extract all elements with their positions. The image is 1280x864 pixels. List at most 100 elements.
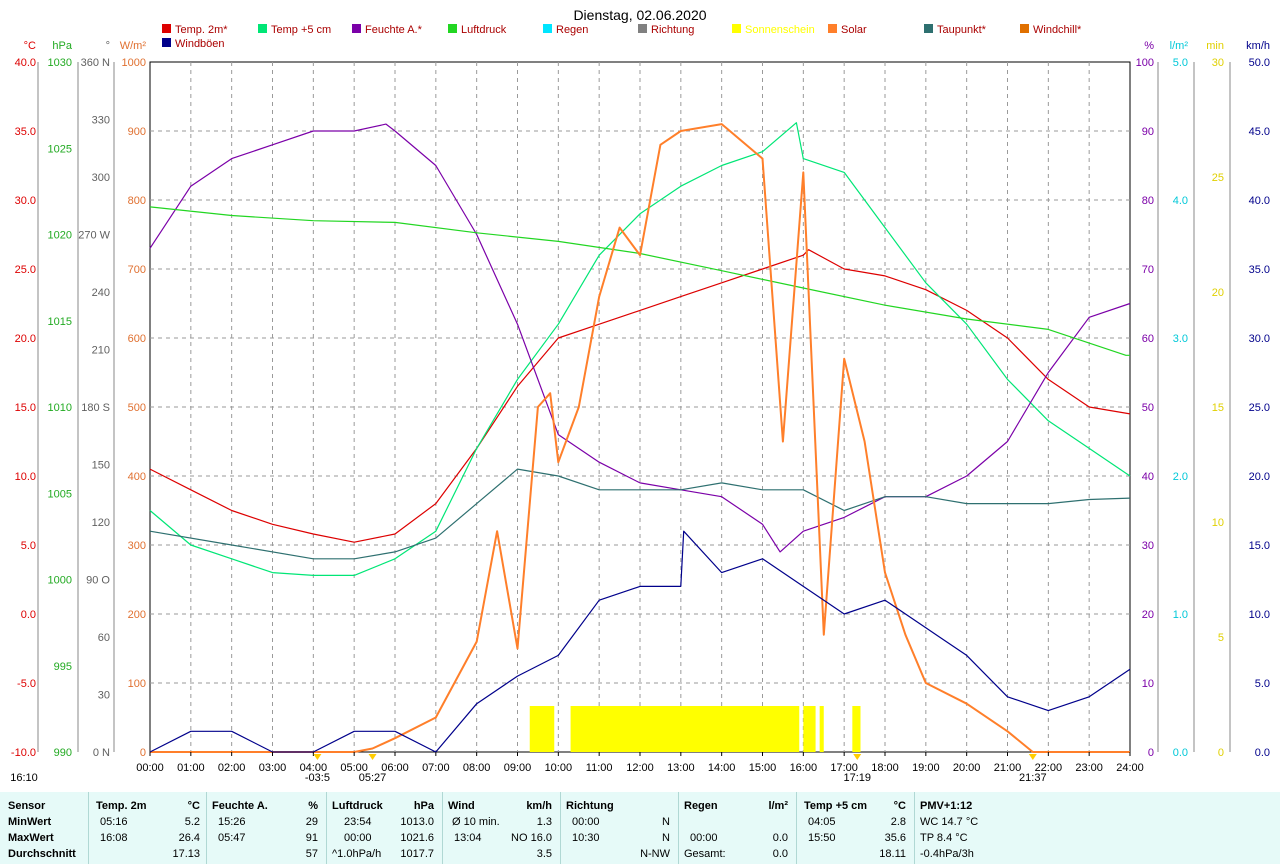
axis-tick-label: 25.0 (1249, 402, 1270, 414)
x-tick-label: 01:00 (177, 762, 205, 774)
axis-tick-label: 1.0 (1173, 609, 1188, 621)
statistics-table: Sensor Temp. 2m °C Feuchte A. % Luftdruc… (0, 792, 1280, 864)
axis-tick-label: 60 (1142, 333, 1154, 345)
axis-unit: °C (24, 40, 36, 52)
legend-swatch (448, 24, 457, 33)
axis-tick-label: 2.0 (1173, 471, 1188, 483)
legend-label: Windböen (175, 38, 225, 50)
x-tick-label: 19:00 (912, 762, 940, 774)
axis-tick-label: 400 (128, 471, 146, 483)
axis-tick-label: 800 (128, 195, 146, 207)
axis-tick-label: 35.0 (15, 126, 36, 138)
axis-tick-label: 40.0 (1249, 195, 1270, 207)
dir-max-time: 10:30 (572, 832, 600, 844)
axis-tick-label: 0 (1148, 747, 1154, 759)
t5-min-value: 2.8 (890, 816, 906, 828)
axis-tick-label: 360 N (81, 57, 110, 69)
wind-min-value: 1.3 (536, 816, 552, 828)
legend-label: Feuchte A.* (365, 24, 423, 36)
row-label: MaxWert (8, 832, 54, 844)
row-label: Durchschnitt (8, 848, 76, 860)
series-line (149, 530, 1131, 753)
legend-swatch (352, 24, 361, 33)
legend-swatch (543, 24, 552, 33)
pmv-row2: -0.4hPa/3h (920, 848, 974, 860)
axis-tick-label: 30 (1212, 57, 1224, 69)
x-tick-label: 16:00 (790, 762, 818, 774)
legend-label: Windchill* (1033, 24, 1082, 36)
sunshine-bar (570, 706, 800, 752)
axis-tick-label: 120 (92, 517, 110, 529)
legend-swatch (1020, 24, 1029, 33)
header-temp5-unit: °C (893, 800, 906, 812)
axis-tick-label: 5.0 (21, 540, 36, 552)
axis-tick-label: 40.0 (15, 57, 36, 69)
legend-swatch (732, 24, 741, 33)
axis-tick-label: 50.0 (1249, 57, 1270, 69)
axis-tick-label: 10.0 (15, 471, 36, 483)
temp-min-value: 5.2 (184, 816, 200, 828)
axis-tick-label: 0 (1218, 747, 1224, 759)
axis-unit: l/m² (1170, 40, 1189, 52)
legend-swatch (258, 24, 267, 33)
marker-label: 16:10 (10, 772, 38, 784)
legend-swatch (162, 38, 171, 47)
axis-tick-label: 20 (1212, 287, 1224, 299)
axis-tick-label: 1025 (48, 143, 72, 155)
axis-tick-label: 15 (1212, 402, 1224, 414)
axis-tick-label: 30.0 (15, 195, 36, 207)
axis-tick-label: 25.0 (15, 264, 36, 276)
press-max-time: 00:00 (344, 832, 372, 844)
header-rain-unit: l/m² (768, 800, 788, 812)
x-tick-label: 23:00 (1075, 762, 1103, 774)
axis-tick-label: 5.0 (1173, 57, 1188, 69)
axis-tick-label: 35.0 (1249, 264, 1270, 276)
dir-avg-value: N-NW (640, 848, 670, 860)
axis-tick-label: 1015 (48, 316, 72, 328)
series-line (149, 123, 1131, 553)
x-tick-label: 15:00 (749, 762, 777, 774)
dir-min-value: N (662, 816, 670, 828)
axis-tick-label: 0.0 (21, 609, 36, 621)
t5-max-time: 15:50 (808, 832, 836, 844)
x-tick-label: 02:00 (218, 762, 246, 774)
sunshine-bar (803, 706, 816, 752)
axis-tick-label: 20 (1142, 609, 1154, 621)
x-tick-label: 24:00 (1116, 762, 1144, 774)
axis-tick-label: 25 (1212, 172, 1224, 184)
header-pressure: Luftdruck (332, 800, 383, 812)
series-line (150, 123, 1130, 753)
axis-tick-label: 1030 (48, 57, 72, 69)
axis-tick-label: 10 (1212, 517, 1224, 529)
weather-chart: Dienstag, 02.06.2020 Temp. 2m* Temp +5 cm… (10, 7, 1270, 784)
x-axis: 00:00 01:00 02:00 03:00 04:00 05:00 06:00 07:00… (136, 752, 1144, 774)
legend-label: Taupunkt* (937, 24, 987, 36)
axis-tick-label: 3.0 (1173, 333, 1188, 345)
axis-tick-label: 1005 (48, 488, 72, 500)
markers: 16:10 05:27 17:19 21:37 -03:5 (10, 754, 1047, 784)
axis-tick-label: 80 (1142, 195, 1154, 207)
x-tick-label: 03:00 (259, 762, 287, 774)
axis-tick-label: 210 (92, 345, 110, 357)
header-humidity: Feuchte A. (212, 800, 268, 812)
marker-label: -03:5 (305, 772, 330, 784)
axis-tick-label: 40 (1142, 471, 1154, 483)
axis-tick-label: 0 (140, 747, 146, 759)
axis-tick-label: 300 (128, 540, 146, 552)
axis-tick-label: 70 (1142, 264, 1154, 276)
x-tick-label: 18:00 (871, 762, 899, 774)
marker-icon (853, 754, 862, 760)
legend: Temp. 2m* Temp +5 cm Feuchte A.* Luftdruck R… (162, 24, 1082, 50)
axis-tick-label: 45.0 (1249, 126, 1270, 138)
header-humidity-unit: % (308, 800, 318, 812)
axis-unit: W/m² (120, 40, 147, 52)
axis-tick-label: 500 (128, 402, 146, 414)
x-tick-label: 08:00 (463, 762, 491, 774)
x-tick-label: 21:00 (994, 762, 1022, 774)
t5-avg-value: 18.11 (879, 848, 906, 860)
marker-label: 17:19 (843, 772, 871, 784)
temp-min-time: 05:16 (100, 816, 128, 828)
hum-avg-value: 57 (305, 848, 318, 860)
x-tick-label: 04:00 (300, 762, 328, 774)
t5-min-time: 04:05 (808, 816, 836, 828)
